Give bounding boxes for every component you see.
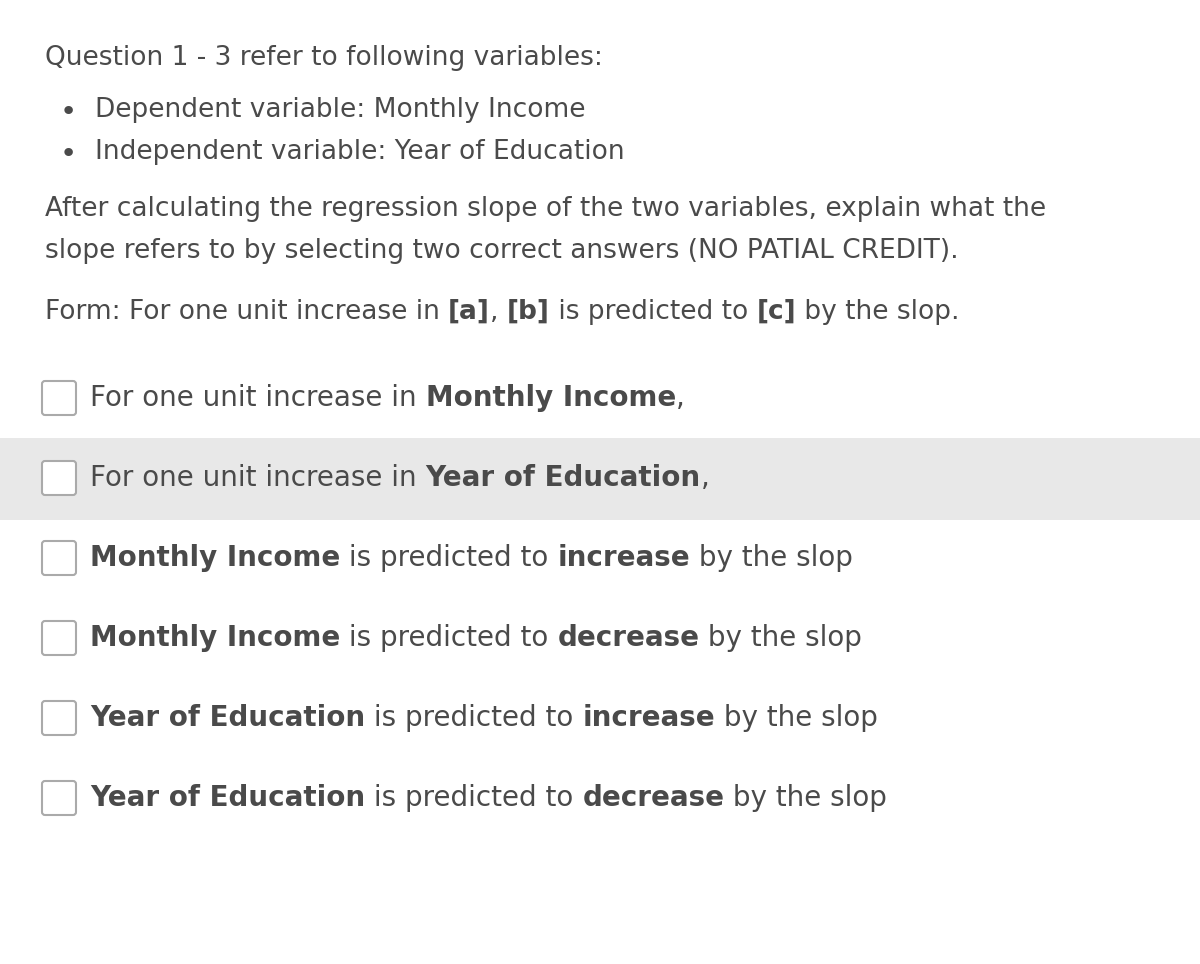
Text: decrease: decrease xyxy=(582,784,725,812)
Text: For one unit increase in: For one unit increase in xyxy=(90,464,426,492)
Text: is predicted to: is predicted to xyxy=(550,299,756,325)
Text: is predicted to: is predicted to xyxy=(365,784,582,812)
Text: slope refers to by selecting two correct answers (NO PATIAL CREDIT).: slope refers to by selecting two correct… xyxy=(46,238,959,264)
Text: decrease: decrease xyxy=(557,624,700,652)
FancyBboxPatch shape xyxy=(42,381,76,415)
Text: by the slop: by the slop xyxy=(725,784,887,812)
Text: is predicted to: is predicted to xyxy=(341,544,557,572)
Text: [c]: [c] xyxy=(756,299,796,325)
Text: ,: , xyxy=(490,299,506,325)
Text: Year of Education: Year of Education xyxy=(90,784,365,812)
FancyBboxPatch shape xyxy=(42,461,76,495)
FancyBboxPatch shape xyxy=(42,701,76,735)
Text: Year of Education: Year of Education xyxy=(90,704,365,732)
Text: by the slop.: by the slop. xyxy=(796,299,960,325)
Text: [b]: [b] xyxy=(506,299,550,325)
Text: increase: increase xyxy=(557,544,690,572)
Text: by the slop: by the slop xyxy=(715,704,877,732)
Text: by the slop: by the slop xyxy=(690,544,853,572)
Text: Form: For one unit increase in: Form: For one unit increase in xyxy=(46,299,449,325)
Text: by the slop: by the slop xyxy=(700,624,863,652)
Text: Independent variable: Year of Education: Independent variable: Year of Education xyxy=(95,139,625,165)
Bar xyxy=(0,438,1200,520)
Text: is predicted to: is predicted to xyxy=(341,624,557,652)
Text: ,: , xyxy=(676,384,685,412)
Text: [a]: [a] xyxy=(449,299,490,325)
FancyBboxPatch shape xyxy=(42,621,76,655)
FancyBboxPatch shape xyxy=(42,781,76,815)
Text: Dependent variable: Monthly Income: Dependent variable: Monthly Income xyxy=(95,97,586,123)
FancyBboxPatch shape xyxy=(42,541,76,575)
Text: •: • xyxy=(59,140,77,168)
Text: ,: , xyxy=(701,464,709,492)
Text: is predicted to: is predicted to xyxy=(365,704,582,732)
Text: For one unit increase in: For one unit increase in xyxy=(90,384,426,412)
Text: •: • xyxy=(59,97,77,125)
Text: Question 1 - 3 refer to following variables:: Question 1 - 3 refer to following variab… xyxy=(46,45,602,71)
Text: Monthly Income: Monthly Income xyxy=(90,544,341,572)
Text: Monthly Income: Monthly Income xyxy=(426,384,676,412)
Text: Monthly Income: Monthly Income xyxy=(90,624,341,652)
Text: increase: increase xyxy=(582,704,715,732)
Text: Year of Education: Year of Education xyxy=(426,464,701,492)
Text: After calculating the regression slope of the two variables, explain what the: After calculating the regression slope o… xyxy=(46,196,1046,222)
